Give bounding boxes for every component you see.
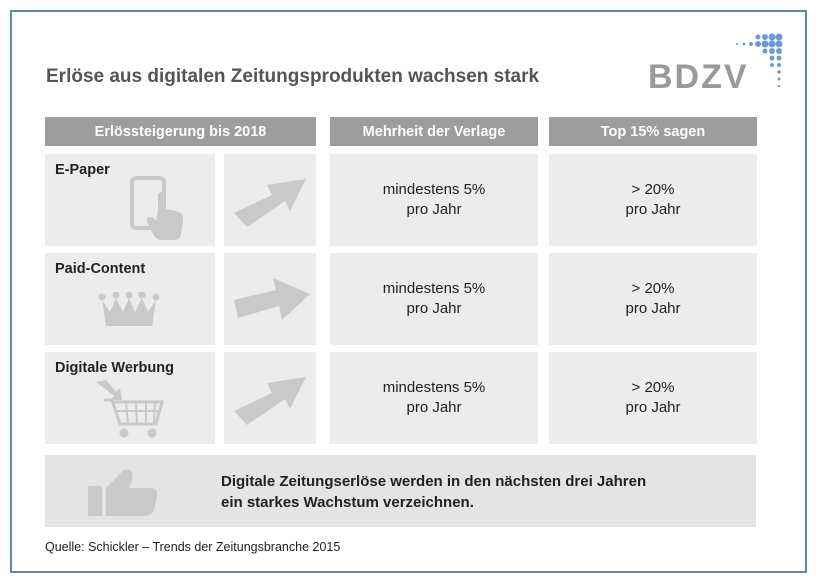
logo-dots-icon: [736, 33, 783, 88]
row1-majority-value: mindestens 5% pro Jahr: [330, 154, 538, 246]
row1-top-value: > 20% pro Jahr: [549, 154, 757, 246]
conclusion-line2: ein starkes Wachstum verzeichnen.: [221, 494, 474, 511]
row1-top-cell: [549, 154, 757, 246]
row3-label: Digitale Werbung: [55, 360, 174, 376]
row3-majority-value: mindestens 5% pro Jahr: [330, 352, 538, 444]
growth-arrow-icon: [234, 377, 306, 425]
row3-label-cell: [45, 352, 215, 444]
row1-majority-line1: mindestens 5%: [382, 181, 486, 198]
row2-label: Paid-Content: [55, 261, 146, 277]
row2-top-cell: [549, 253, 757, 345]
growth-arrow-icon: [234, 179, 306, 227]
row2-majority-value: mindestens 5% pro Jahr: [330, 253, 538, 345]
header-top15: Top 15% sagen: [549, 117, 757, 146]
row3-majority-line2: pro Jahr: [406, 399, 462, 416]
row3-top-value: > 20% pro Jahr: [549, 352, 757, 444]
row3-top-cell: [549, 352, 757, 444]
row2-top-line2: pro Jahr: [625, 300, 681, 317]
row3-majority-line1: mindestens 5%: [382, 379, 486, 396]
crown-icon: [98, 292, 160, 326]
header-revenue-growth: Erlössteigerung bis 2018: [45, 117, 316, 146]
row3-majority-cell: [330, 352, 538, 444]
thumbs-up-icon: [88, 469, 158, 516]
page-title: Erlöse aus digitalen Zeitungsprodukten w…: [46, 66, 540, 87]
growth-arrow-icon: [234, 278, 310, 320]
tablet-touch-icon: [130, 176, 184, 240]
source-note: Quelle: Schickler – Trends der Zeitungsb…: [45, 540, 341, 554]
row3-top-line2: pro Jahr: [625, 399, 681, 416]
header-majority: Mehrheit der Verlage: [330, 117, 538, 146]
row1-majority-cell: [330, 154, 538, 246]
row1-top-line1: > 20%: [631, 181, 675, 198]
row2-majority-line1: mindestens 5%: [382, 280, 486, 297]
conclusion-text: Digitale Zeitungserlöse werden in den nä…: [221, 471, 646, 513]
row2-majority-line2: pro Jahr: [406, 300, 462, 317]
row2-label-cell: [45, 253, 215, 345]
row2-majority-cell: [330, 253, 538, 345]
row2-top-value: > 20% pro Jahr: [549, 253, 757, 345]
row1-label: E-Paper: [55, 162, 110, 178]
row1-top-line2: pro Jahr: [625, 201, 681, 218]
shopping-cart-icon: [96, 380, 164, 438]
row1-majority-line2: pro Jahr: [406, 201, 462, 218]
conclusion-box: [45, 455, 756, 527]
row2-top-line1: > 20%: [631, 280, 675, 297]
logo-text: BDZV: [648, 58, 749, 96]
bdzv-logo: BDZV: [646, 30, 796, 96]
conclusion-line1: Digitale Zeitungserlöse werden in den nä…: [221, 473, 647, 490]
row1-label-cell: [45, 154, 215, 246]
row3-top-line1: > 20%: [631, 379, 675, 396]
